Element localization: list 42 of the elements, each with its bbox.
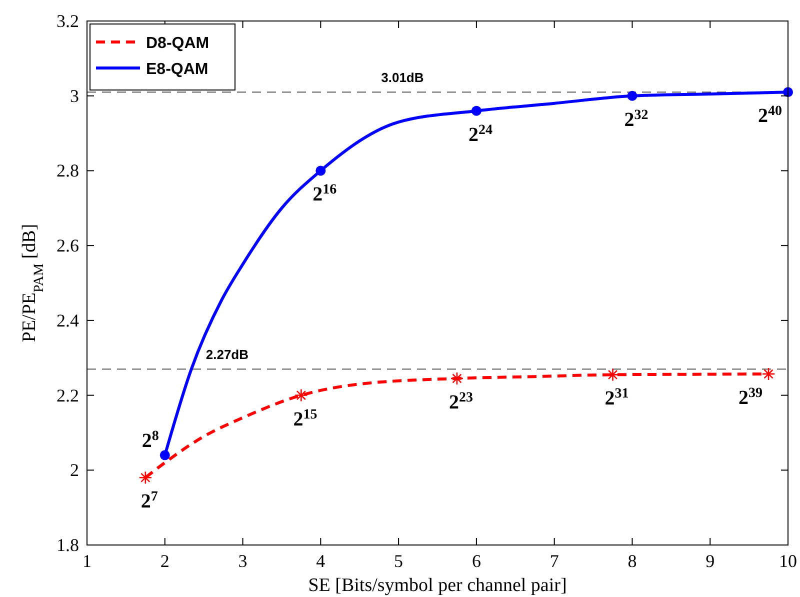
annotation: 2$^{31}$	[604, 386, 629, 410]
annotation: 2$^{40}$	[758, 104, 782, 128]
point	[627, 90, 638, 101]
point	[160, 450, 170, 460]
annotation: 2$^{32}$	[624, 107, 648, 131]
point	[450, 372, 464, 386]
x-tick-label: 10	[779, 551, 797, 571]
point	[138, 470, 152, 484]
point	[294, 388, 308, 402]
y-tick-label: 3	[70, 86, 79, 106]
x-axis-title: SE [Bits/symbol per channel pair]	[308, 575, 567, 596]
annotation: 2$^{8}$	[142, 428, 159, 452]
x-tick-label: 9	[706, 551, 715, 571]
x-tick-label: 8	[628, 551, 637, 571]
point	[762, 367, 776, 381]
point	[316, 166, 326, 176]
y-tick-label: 3.2	[56, 11, 79, 31]
annotation: 2$^{7}$	[140, 489, 158, 513]
y-tick-label: 2.2	[56, 385, 79, 406]
x-tick-label: 1	[82, 551, 92, 571]
ref-line-label: 3.01dB	[381, 70, 424, 86]
annotation: 2$^{23}$	[448, 390, 473, 414]
annotation: 2$^{15}$	[293, 406, 318, 430]
x-tick-label: 4	[316, 551, 326, 571]
point	[471, 106, 482, 116]
x-tick-label: 3	[238, 551, 248, 571]
y-tick-label: 2	[70, 460, 79, 480]
y-tick-label: 2.4	[56, 310, 79, 330]
x-tick-label: 7	[550, 551, 559, 571]
point	[606, 368, 620, 382]
x-tick-label: 2	[160, 551, 170, 571]
annotation: 2$^{39}$	[738, 385, 763, 409]
y-tick-label: 1.8	[56, 535, 79, 555]
legend-label: E8-QAM	[146, 61, 208, 78]
y-tick-label: 2.6	[56, 236, 79, 256]
legend-label: D8-QAM	[146, 35, 210, 52]
y-tick-label: 2.8	[56, 160, 79, 181]
x-tick-label: 6	[472, 551, 481, 571]
x-tick-label: 5	[394, 551, 404, 571]
annotation: 2$^{24}$	[468, 122, 492, 146]
ref-line-label: 2.27dB	[206, 347, 249, 362]
annotation: 2$^{16}$	[312, 182, 337, 206]
